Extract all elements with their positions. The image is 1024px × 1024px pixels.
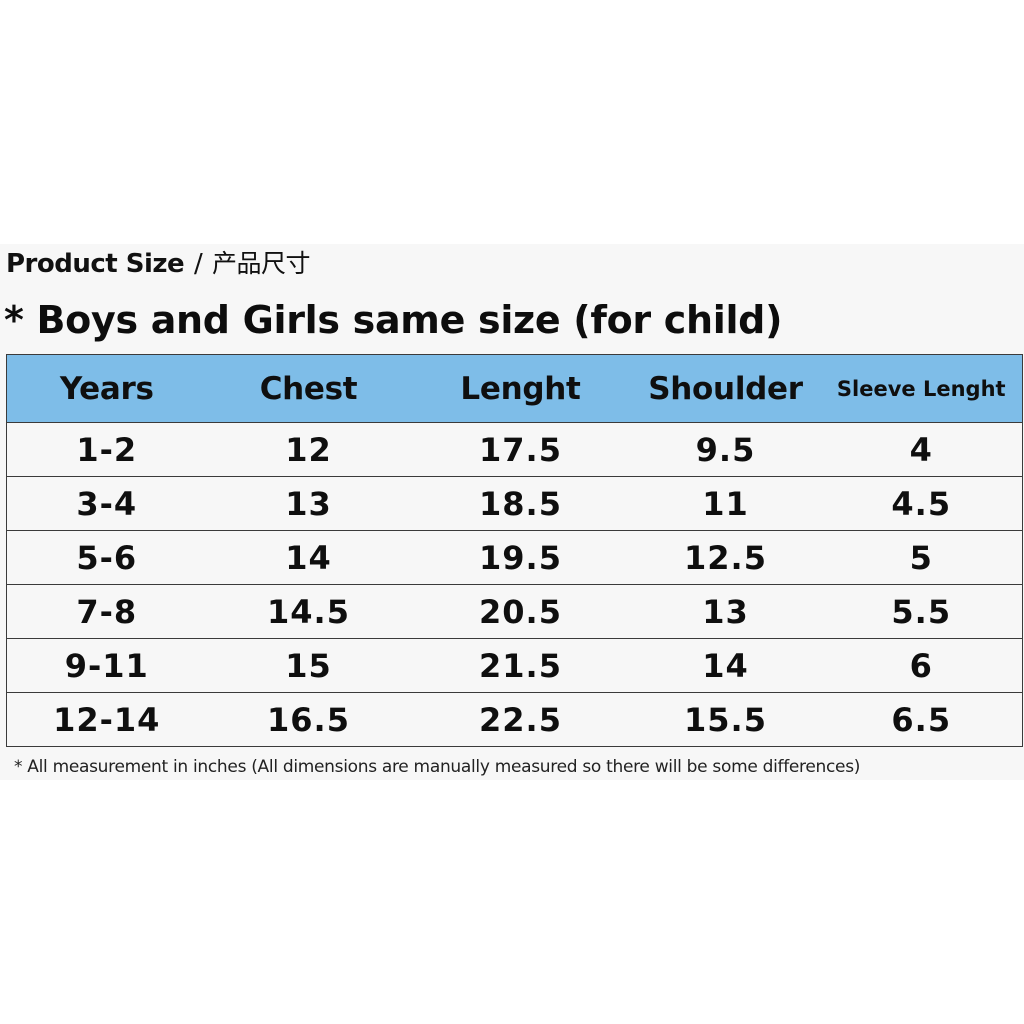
table-row: 1-2 12 17.5 9.5 4 bbox=[6, 422, 1023, 477]
cell-sleeve-length: 5.5 bbox=[820, 584, 1023, 639]
header-shoulder: Shoulder bbox=[630, 354, 821, 423]
cell-length: 17.5 bbox=[410, 422, 631, 477]
size-table: Years Chest Lenght Shoulder Sleeve Lengh… bbox=[6, 354, 1023, 747]
heading-separator: / bbox=[193, 249, 203, 279]
cell-sleeve-length: 5 bbox=[820, 530, 1023, 585]
header-sleeve-length: Sleeve Lenght bbox=[820, 354, 1023, 423]
cell-length: 18.5 bbox=[410, 476, 631, 531]
cell-length: 20.5 bbox=[410, 584, 631, 639]
cell-shoulder: 11 bbox=[630, 476, 821, 531]
cell-chest: 16.5 bbox=[206, 692, 411, 747]
cell-years: 5-6 bbox=[6, 530, 207, 585]
cell-years: 1-2 bbox=[6, 422, 207, 477]
cell-sleeve-length: 6.5 bbox=[820, 692, 1023, 747]
header-chest: Chest bbox=[206, 354, 411, 423]
cell-chest: 13 bbox=[206, 476, 411, 531]
measurement-footnote: * All measurement in inches (All dimensi… bbox=[14, 757, 861, 777]
table-row: 12-14 16.5 22.5 15.5 6.5 bbox=[6, 692, 1023, 747]
cell-shoulder: 12.5 bbox=[630, 530, 821, 585]
cell-chest: 14 bbox=[206, 530, 411, 585]
header-years: Years bbox=[6, 354, 207, 423]
cell-length: 22.5 bbox=[410, 692, 631, 747]
cell-sleeve-length: 4.5 bbox=[820, 476, 1023, 531]
cell-chest: 15 bbox=[206, 638, 411, 693]
header-length: Lenght bbox=[410, 354, 631, 423]
cell-length: 19.5 bbox=[410, 530, 631, 585]
product-size-heading: Product Size / 产品尺寸 bbox=[6, 246, 310, 282]
table-row: 5-6 14 19.5 12.5 5 bbox=[6, 530, 1023, 585]
cell-shoulder: 14 bbox=[630, 638, 821, 693]
cell-shoulder: 9.5 bbox=[630, 422, 821, 477]
chart-subtitle: * Boys and Girls same size (for child) bbox=[4, 298, 783, 342]
cell-chest: 12 bbox=[206, 422, 411, 477]
table-row: 3-4 13 18.5 11 4.5 bbox=[6, 476, 1023, 531]
product-size-label-cn: 产品尺寸 bbox=[211, 249, 311, 278]
cell-years: 9-11 bbox=[6, 638, 207, 693]
cell-years: 12-14 bbox=[6, 692, 207, 747]
product-size-label: Product Size bbox=[6, 249, 185, 279]
cell-shoulder: 13 bbox=[630, 584, 821, 639]
cell-chest: 14.5 bbox=[206, 584, 411, 639]
cell-length: 21.5 bbox=[410, 638, 631, 693]
cell-shoulder: 15.5 bbox=[630, 692, 821, 747]
cell-sleeve-length: 6 bbox=[820, 638, 1023, 693]
table-row: 7-8 14.5 20.5 13 5.5 bbox=[6, 584, 1023, 639]
cell-years: 3-4 bbox=[6, 476, 207, 531]
cell-years: 7-8 bbox=[6, 584, 207, 639]
cell-sleeve-length: 4 bbox=[820, 422, 1023, 477]
table-header-row: Years Chest Lenght Shoulder Sleeve Lengh… bbox=[6, 354, 1023, 423]
table-row: 9-11 15 21.5 14 6 bbox=[6, 638, 1023, 693]
